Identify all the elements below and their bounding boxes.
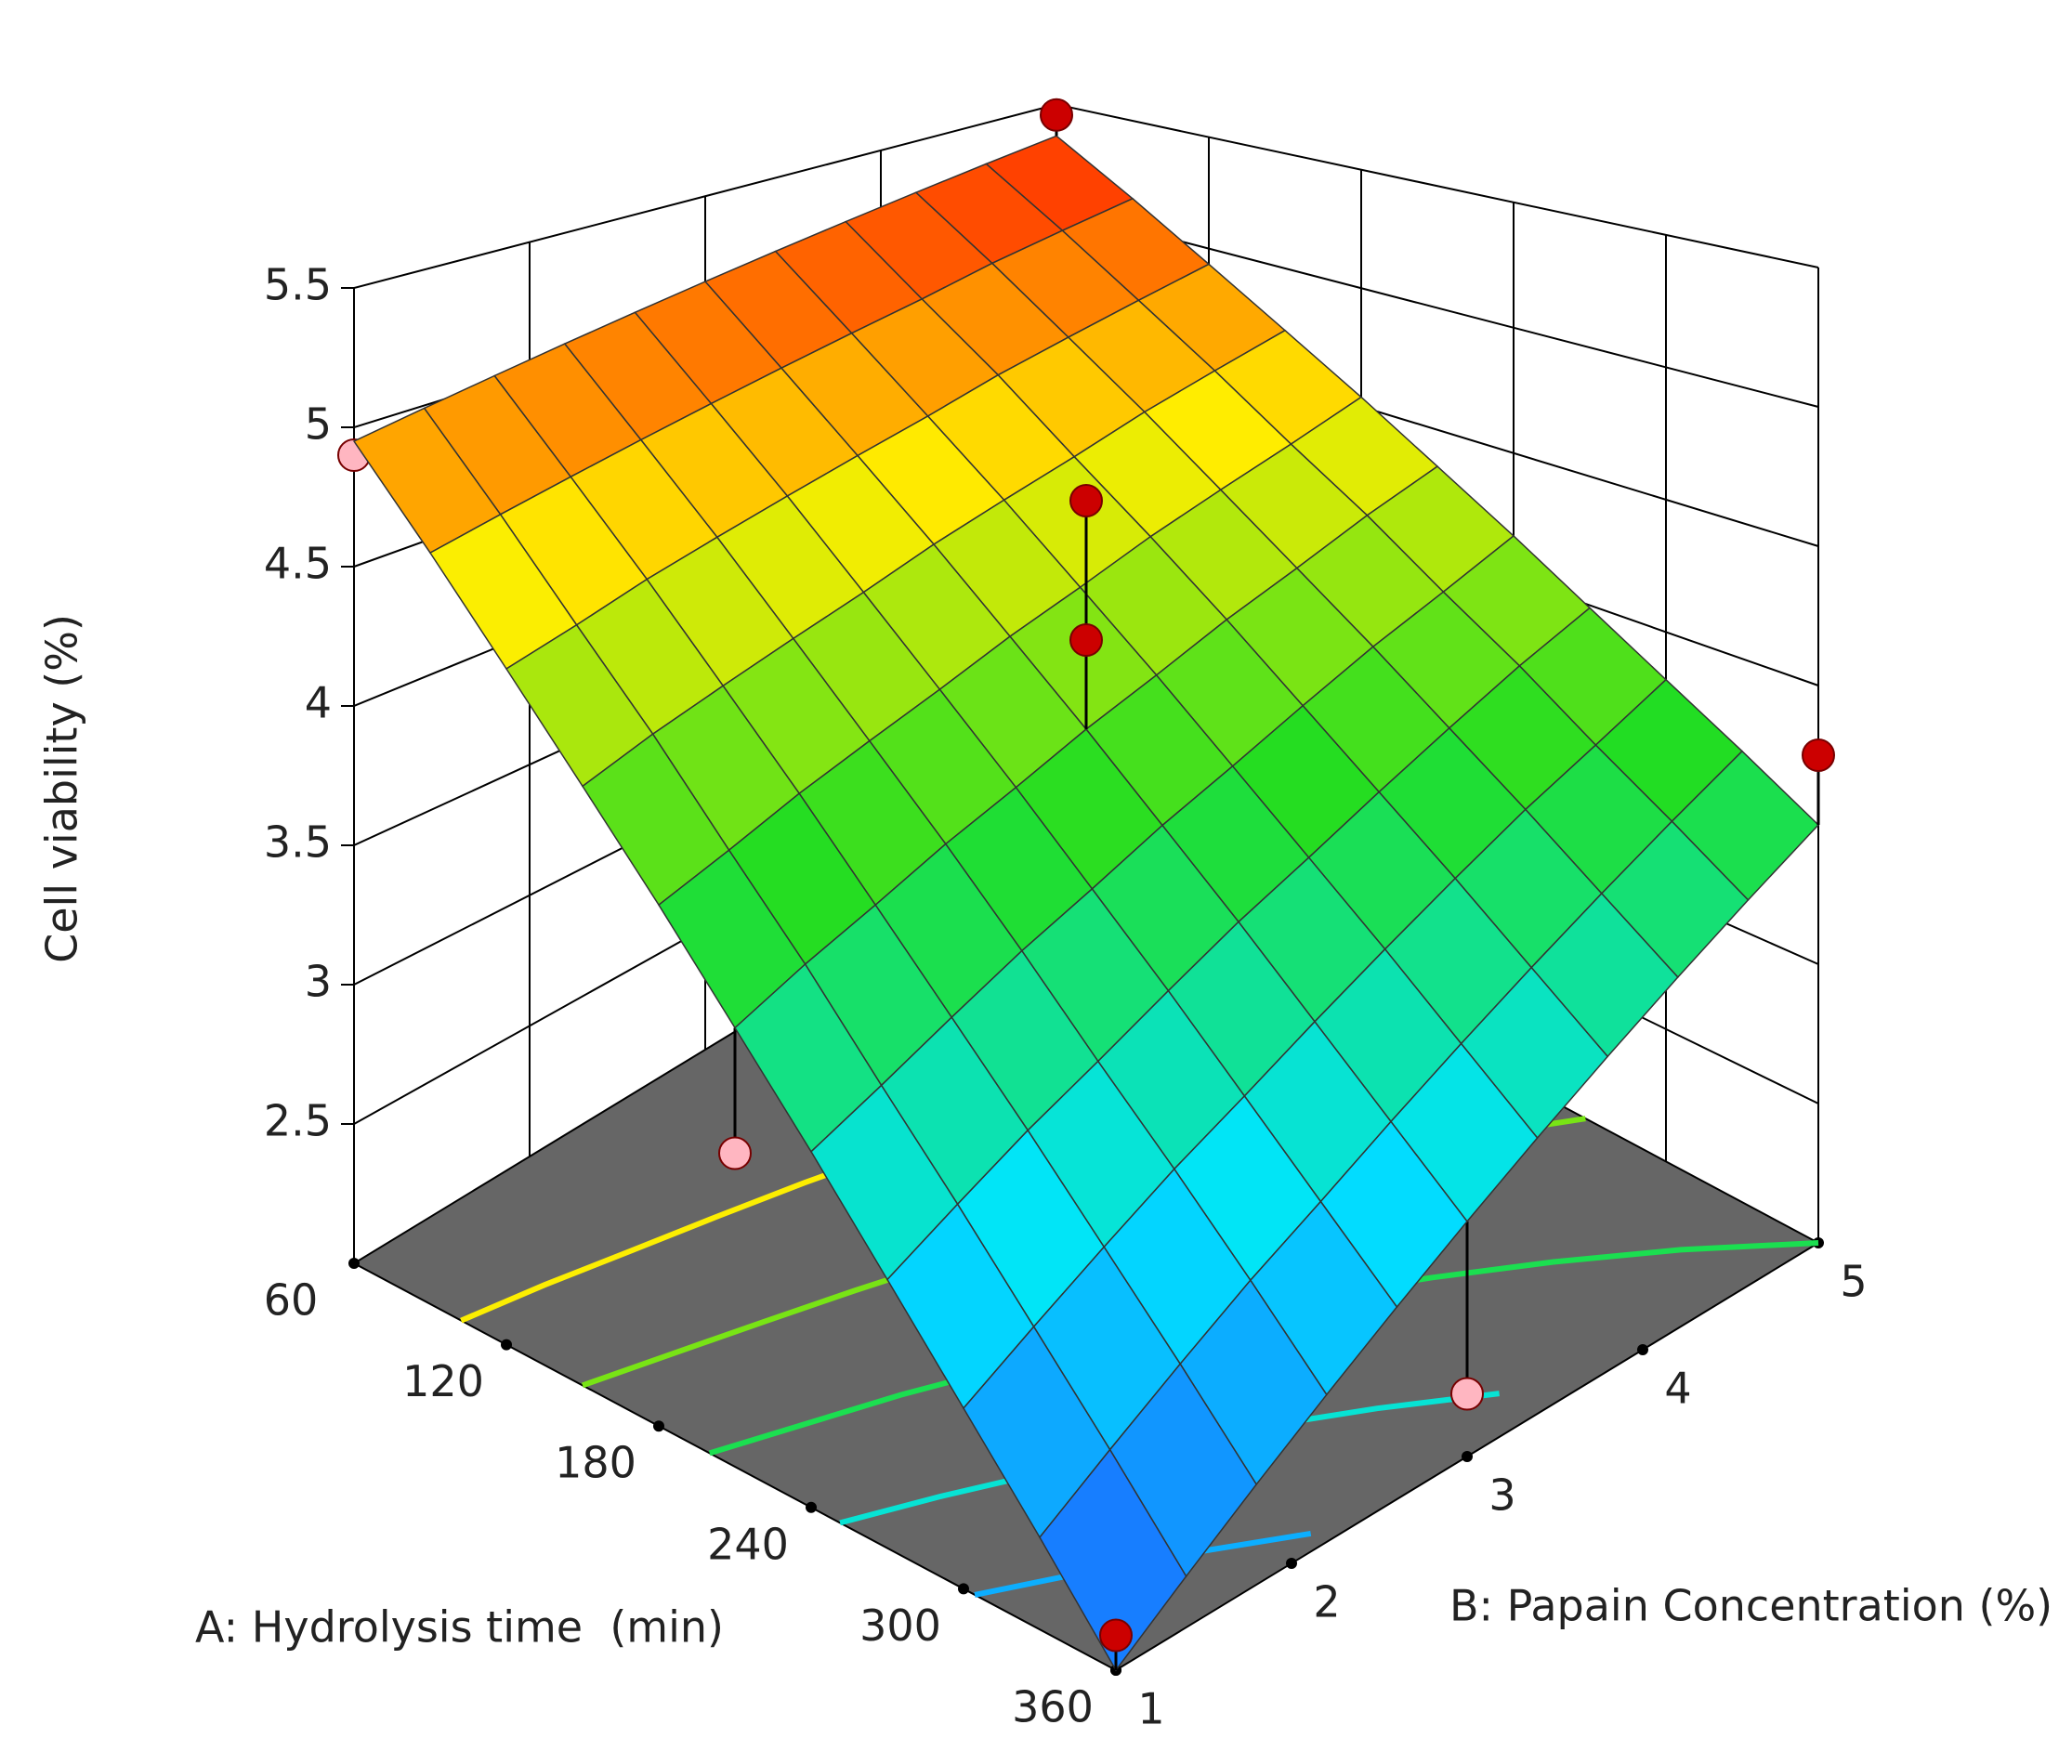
design-point — [1069, 623, 1103, 657]
z-tick-label: 2.5 — [264, 1096, 332, 1146]
grid-line — [1056, 103, 1819, 268]
design-point — [1099, 1618, 1133, 1653]
design-point — [1802, 738, 1835, 772]
y-axis-title: B: Papain Concentration (%) — [1449, 1581, 2052, 1631]
tick-mark — [501, 1339, 512, 1351]
design-point — [1040, 98, 1073, 132]
tick-mark — [806, 1501, 817, 1513]
tick-mark — [958, 1583, 969, 1595]
design-point — [718, 1136, 752, 1170]
surface-cell — [1039, 1448, 1187, 1672]
z-tick-label: 4 — [305, 678, 332, 728]
design-point — [1069, 484, 1103, 517]
tick-mark — [1462, 1451, 1473, 1462]
tick-mark — [348, 1258, 360, 1269]
x-tick-label: 240 — [707, 1519, 789, 1569]
x-tick-label: 300 — [859, 1601, 941, 1651]
y-tick-label: 4 — [1664, 1364, 1691, 1414]
z-tick-label: 3 — [305, 957, 332, 1007]
x-tick-label: 120 — [402, 1356, 484, 1406]
x-tick-label: 360 — [1012, 1682, 1094, 1732]
tick-mark — [653, 1420, 664, 1432]
y-tick-label: 5 — [1840, 1257, 1867, 1307]
y-tick-label: 2 — [1313, 1577, 1340, 1627]
x-axis-title: A: Hydrolysis time (min) — [195, 1602, 724, 1653]
x-tick-label: 180 — [555, 1438, 636, 1488]
x-tick-label: 60 — [264, 1275, 319, 1326]
z-tick-label: 5 — [305, 399, 332, 450]
z-tick-label: 5.5 — [264, 260, 332, 310]
design-point — [1450, 1377, 1484, 1411]
y-tick-label: 3 — [1488, 1470, 1515, 1521]
z-tick-label: 3.5 — [264, 817, 332, 868]
z-axis-title: Cell viability (%) — [37, 614, 87, 963]
z-tick-label: 4.5 — [264, 539, 332, 589]
tick-mark — [1637, 1344, 1648, 1355]
tick-mark — [1286, 1558, 1297, 1569]
y-tick-label: 1 — [1137, 1684, 1164, 1734]
